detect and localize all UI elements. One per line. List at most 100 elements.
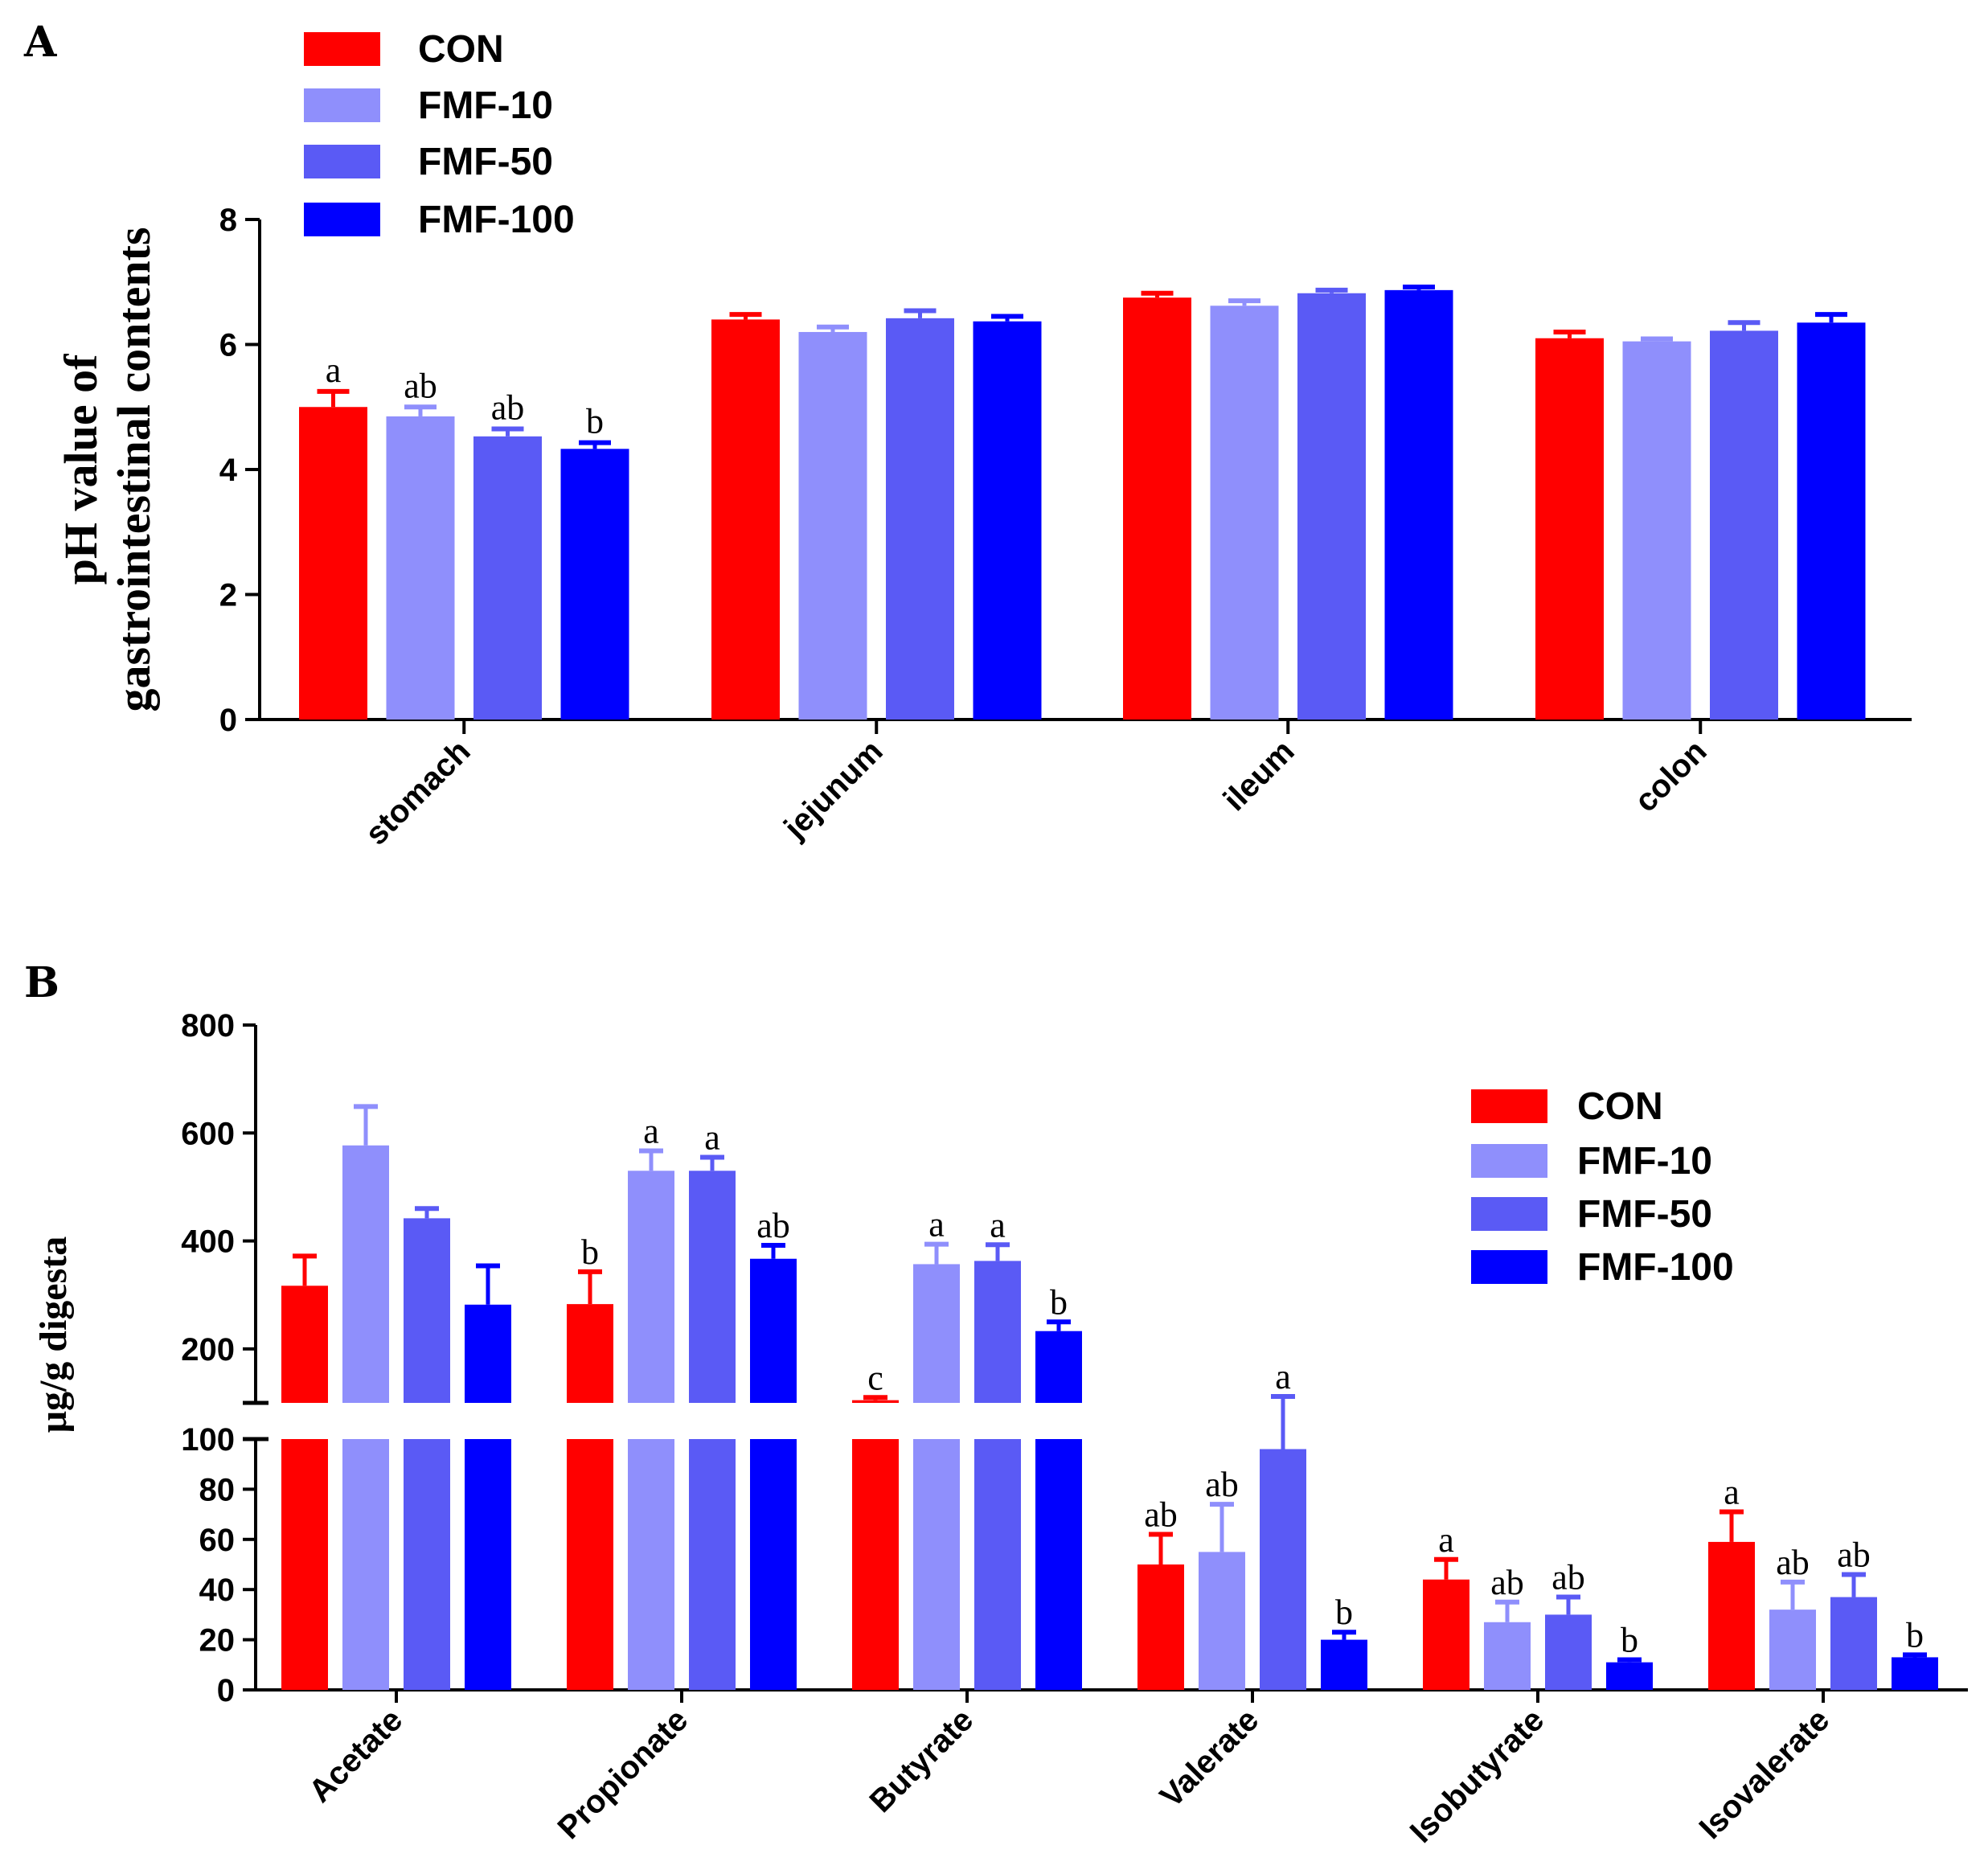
significance-label: c (867, 1358, 883, 1397)
bar-con-isovalerate (1708, 1541, 1755, 1690)
bar-con-acetate-upper (281, 1286, 328, 1403)
significance-label: a (990, 1205, 1006, 1245)
y-tick-label: 100 (181, 1422, 235, 1458)
bar-fmf-100-colon (1797, 322, 1866, 720)
bar-fmf-100-acetate-upper (465, 1304, 511, 1403)
legend-label-fmf-100: FMF-100 (1577, 1246, 1734, 1289)
bar-con-isobutyrate (1423, 1579, 1469, 1690)
y-tick-label: 2 (219, 578, 237, 613)
chart-a: 0 2 4 6 8 a ab ab b stomach jejunum ileum colon pH va… (55, 28, 1912, 852)
significance-label: ab (1144, 1495, 1178, 1535)
legend-label-fmf-50: FMF-50 (418, 141, 553, 183)
significance-label: ab (1776, 1543, 1810, 1582)
y-axis-label-line: gastrointestinal contents (108, 227, 160, 711)
bar-fmf-50-butyrate-upper (974, 1261, 1021, 1403)
bar-con-stomach (299, 407, 367, 720)
legend-label-fmf-10: FMF-10 (1577, 1140, 1712, 1183)
x-tick-label-isovalerate: Isovalerate (1692, 1702, 1836, 1846)
bar-fmf-50-acetate-lower (404, 1439, 450, 1690)
y-tick-label: 8 (219, 203, 237, 238)
y-tick-label: 0 (217, 1673, 235, 1708)
significance-label: a (643, 1111, 659, 1150)
significance-label: ab (404, 366, 437, 405)
y-tick-label: 80 (199, 1472, 236, 1507)
significance-label: ab (1551, 1558, 1585, 1597)
bar-fmf-50-propionate-lower (689, 1439, 736, 1690)
bar-con-butyrate-lower (852, 1439, 899, 1690)
significance-label: b (1335, 1593, 1353, 1632)
legend-swatch-con (304, 32, 380, 66)
y-tick-label: 600 (181, 1116, 235, 1151)
significance-label: ab (491, 388, 525, 427)
y-tick-label: 200 (181, 1332, 235, 1368)
bar-fmf-50-stomach (473, 436, 542, 720)
legend-swatch-fmf-100 (1471, 1250, 1547, 1284)
bar-fmf-100-acetate-lower (465, 1439, 511, 1690)
x-tick-label-jejunum: jejunum (777, 733, 889, 846)
bar-fmf-10-propionate-upper (628, 1171, 674, 1403)
significance-label: a (1438, 1520, 1454, 1560)
bar-fmf-100-isovalerate (1892, 1657, 1938, 1690)
legend-swatch-con (1471, 1089, 1547, 1123)
bar-fmf-10-valerate (1199, 1552, 1245, 1690)
bar-fmf-10-butyrate-lower (913, 1439, 960, 1690)
bar-fmf-50-jejunum (886, 318, 954, 720)
significance-label: a (704, 1118, 720, 1158)
significance-label: a (1275, 1357, 1291, 1396)
significance-label: a (928, 1205, 945, 1245)
bar-fmf-10-isobutyrate (1484, 1622, 1531, 1690)
y-axis-label-line: pH value of (55, 354, 107, 584)
y-tick-label: 0 (219, 703, 237, 738)
legend-label-fmf-50: FMF-50 (1577, 1193, 1712, 1236)
significance-label: b (1050, 1282, 1068, 1322)
x-tick-label-ileum: ileum (1217, 733, 1301, 818)
bar-fmf-100-propionate-upper (750, 1258, 797, 1403)
bar-fmf-10-butyrate-upper (913, 1264, 960, 1403)
significance-label: ab (1490, 1563, 1524, 1602)
x-tick-label-butyrate: Butyrate (863, 1702, 981, 1819)
bar-con-ileum (1123, 297, 1191, 720)
bar-fmf-10-colon (1622, 341, 1691, 720)
legend-swatch-fmf-50 (1471, 1197, 1547, 1231)
bar-fmf-100-butyrate-lower (1035, 1439, 1082, 1690)
bar-fmf-100-butyrate-upper (1035, 1331, 1082, 1403)
y-axis-label: μg/g digesta (32, 1236, 75, 1433)
y-tick-label: 6 (219, 328, 237, 363)
legend-swatch-fmf-10 (304, 88, 380, 122)
chart-b: 020406080100200400600800bcabaaaaabababaa… (32, 1008, 1968, 1850)
bar-fmf-100-isobutyrate (1606, 1662, 1653, 1690)
panel-letter-a: A (23, 18, 57, 67)
y-tick-label: 20 (199, 1623, 236, 1659)
bar-fmf-100-valerate (1321, 1639, 1367, 1690)
y-tick-label: 60 (199, 1523, 236, 1558)
panel-letter-b: B (24, 958, 59, 1007)
bar-fmf-10-propionate-lower (628, 1439, 674, 1690)
significance-label: ab (1837, 1535, 1871, 1574)
bar-fmf-100-ileum (1384, 289, 1453, 720)
bar-fmf-10-acetate-upper (342, 1145, 389, 1403)
bar-fmf-100-jejunum (973, 321, 1042, 720)
bar-con-propionate-upper (567, 1304, 613, 1403)
bar-fmf-50-propionate-upper (689, 1171, 736, 1403)
x-tick-label-stomach: stomach (359, 733, 477, 851)
significance-label: a (1724, 1472, 1740, 1511)
bar-fmf-10-ileum (1210, 305, 1279, 720)
y-tick-label: 800 (181, 1008, 235, 1044)
significance-label: ab (1205, 1465, 1239, 1504)
bar-fmf-10-jejunum (798, 331, 867, 720)
bar-fmf-50-valerate (1260, 1449, 1306, 1690)
legend-swatch-fmf-100 (304, 203, 380, 236)
bar-fmf-100-stomach (560, 449, 629, 720)
bar-fmf-10-isovalerate (1769, 1610, 1816, 1690)
bar-con-propionate-lower (567, 1439, 613, 1690)
legend-swatch-fmf-50 (304, 145, 380, 178)
bar-fmf-50-acetate-upper (404, 1218, 450, 1403)
x-tick-label-propionate: Propionate (551, 1702, 695, 1846)
significance-label: b (1906, 1615, 1924, 1655)
legend-label-fmf-10: FMF-10 (418, 84, 553, 127)
x-tick-label-isobutyrate: Isobutyrate (1404, 1702, 1551, 1850)
bar-con-valerate (1137, 1564, 1184, 1690)
y-tick-label: 4 (219, 453, 238, 488)
x-tick-label-valerate: Valerate (1154, 1702, 1266, 1815)
